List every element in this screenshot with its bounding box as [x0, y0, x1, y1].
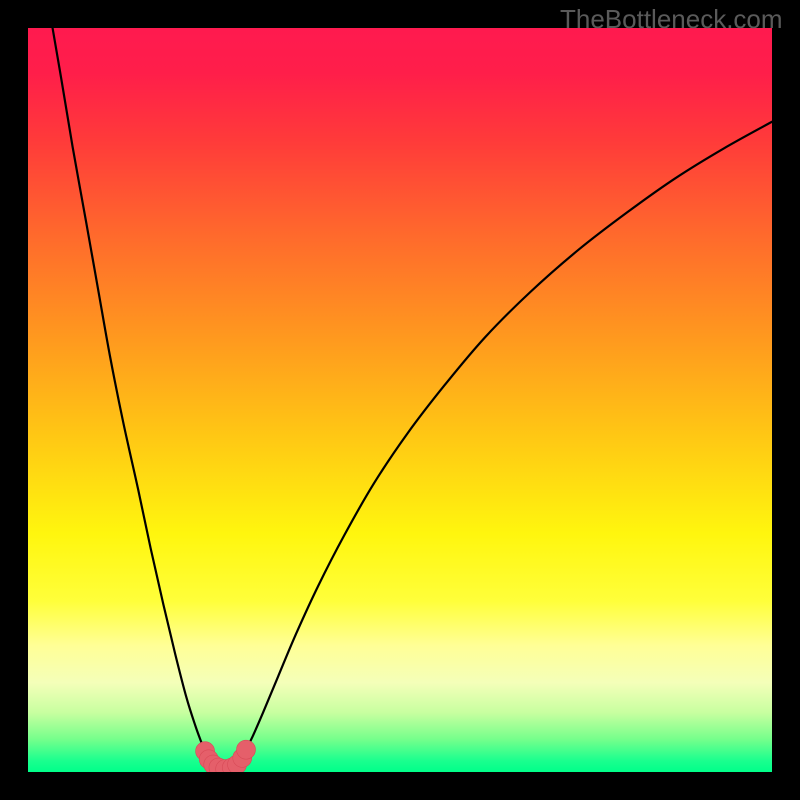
- plot-frame: [0, 0, 800, 800]
- marker-point: [236, 740, 255, 759]
- plot-svg: [0, 0, 800, 800]
- watermark-text: TheBottleneck.com: [560, 4, 783, 35]
- plot-background: [28, 28, 772, 772]
